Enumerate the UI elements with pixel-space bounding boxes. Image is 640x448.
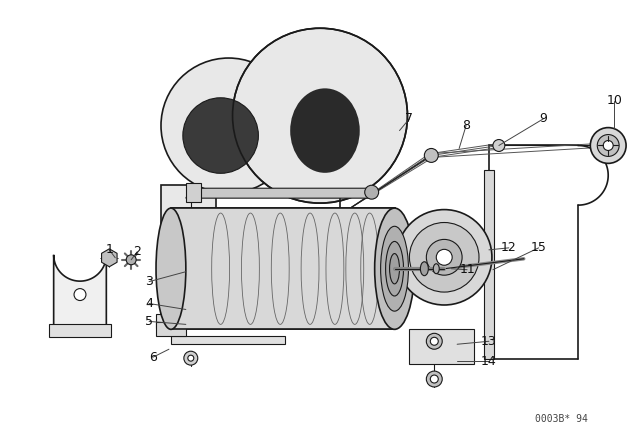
Circle shape bbox=[426, 371, 442, 387]
Text: 5: 5 bbox=[145, 315, 153, 328]
Circle shape bbox=[397, 210, 492, 305]
Ellipse shape bbox=[420, 262, 428, 276]
Polygon shape bbox=[186, 183, 201, 202]
Text: 11: 11 bbox=[460, 263, 475, 276]
Ellipse shape bbox=[381, 226, 408, 311]
Circle shape bbox=[604, 141, 613, 151]
Circle shape bbox=[426, 333, 442, 349]
Ellipse shape bbox=[374, 208, 415, 329]
Text: 0003B* 94: 0003B* 94 bbox=[536, 414, 588, 424]
Circle shape bbox=[590, 128, 626, 164]
Ellipse shape bbox=[390, 254, 399, 284]
Circle shape bbox=[365, 185, 379, 199]
Circle shape bbox=[232, 28, 408, 203]
Ellipse shape bbox=[290, 88, 360, 173]
Circle shape bbox=[74, 289, 86, 301]
Text: 7: 7 bbox=[406, 112, 413, 125]
Circle shape bbox=[179, 245, 198, 265]
Text: 1: 1 bbox=[106, 243, 113, 256]
Circle shape bbox=[493, 139, 505, 151]
Polygon shape bbox=[410, 329, 474, 364]
Text: 4: 4 bbox=[145, 297, 153, 310]
Circle shape bbox=[410, 223, 479, 292]
Polygon shape bbox=[54, 255, 106, 329]
Text: 14: 14 bbox=[481, 355, 497, 368]
Circle shape bbox=[430, 337, 438, 345]
Text: 6: 6 bbox=[149, 351, 157, 364]
Text: 2: 2 bbox=[133, 246, 141, 258]
Circle shape bbox=[183, 98, 259, 173]
Circle shape bbox=[426, 239, 462, 275]
Text: 15: 15 bbox=[531, 241, 547, 254]
Text: 13: 13 bbox=[481, 335, 497, 348]
Circle shape bbox=[184, 351, 198, 365]
Polygon shape bbox=[49, 324, 111, 337]
Text: 12: 12 bbox=[501, 241, 516, 254]
Circle shape bbox=[597, 134, 619, 156]
Text: 9: 9 bbox=[540, 112, 548, 125]
Ellipse shape bbox=[385, 241, 403, 296]
Circle shape bbox=[126, 255, 136, 265]
Circle shape bbox=[161, 58, 296, 193]
Text: 8: 8 bbox=[462, 119, 470, 132]
Polygon shape bbox=[156, 314, 295, 328]
Polygon shape bbox=[102, 249, 117, 267]
Polygon shape bbox=[186, 188, 374, 198]
Circle shape bbox=[436, 250, 452, 265]
Polygon shape bbox=[171, 336, 285, 344]
Ellipse shape bbox=[156, 208, 186, 329]
Circle shape bbox=[424, 148, 438, 162]
Polygon shape bbox=[156, 323, 186, 336]
Circle shape bbox=[188, 355, 194, 361]
Ellipse shape bbox=[433, 264, 439, 274]
Polygon shape bbox=[484, 170, 494, 359]
Polygon shape bbox=[171, 208, 394, 329]
Polygon shape bbox=[161, 185, 216, 314]
Text: 3: 3 bbox=[145, 275, 153, 288]
Circle shape bbox=[430, 375, 438, 383]
Text: 10: 10 bbox=[606, 94, 622, 107]
